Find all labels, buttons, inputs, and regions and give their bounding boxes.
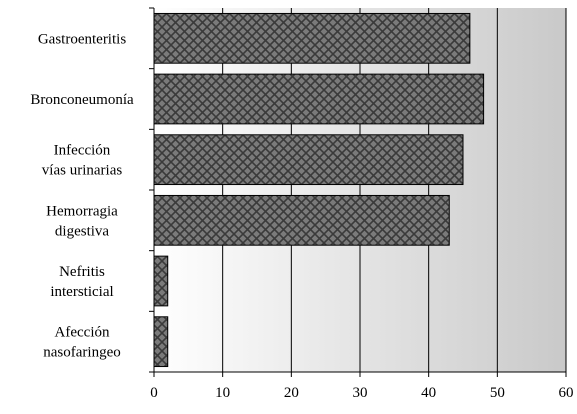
category-label-5: Afección nasofaringeo bbox=[43, 325, 120, 361]
gridlines bbox=[222, 8, 567, 372]
x-tick-label-30: 30 bbox=[353, 385, 368, 401]
bar-2 bbox=[153, 134, 464, 186]
bar-1 bbox=[153, 73, 485, 125]
x-tick-labels: 0 10 20 30 40 50 60 bbox=[150, 385, 573, 401]
bar-5 bbox=[153, 316, 169, 368]
bar-4 bbox=[153, 255, 169, 307]
bars bbox=[153, 12, 485, 368]
x-tick-label-40: 40 bbox=[421, 385, 436, 401]
category-labels: Gastroenteritis Bronconeumonía Infección ví… bbox=[30, 31, 134, 360]
category-label-0: Gastroenteritis bbox=[38, 31, 126, 47]
category-label-1: Bronconeumonía bbox=[30, 92, 134, 108]
bar-0 bbox=[153, 12, 471, 64]
category-label-2: Infección vías urinarias bbox=[42, 143, 123, 179]
category-label-3: Hemorragia digestiva bbox=[46, 203, 118, 239]
axes bbox=[149, 7, 567, 377]
x-tick-label-60: 60 bbox=[559, 385, 574, 401]
bar-3 bbox=[153, 194, 450, 246]
x-tick-label-50: 50 bbox=[490, 385, 505, 401]
x-tick-label-20: 20 bbox=[284, 385, 299, 401]
category-label-4: Nefritis intersticial bbox=[50, 264, 113, 300]
x-tick-label-0: 0 bbox=[150, 385, 158, 401]
x-tick-label-10: 10 bbox=[215, 385, 230, 401]
